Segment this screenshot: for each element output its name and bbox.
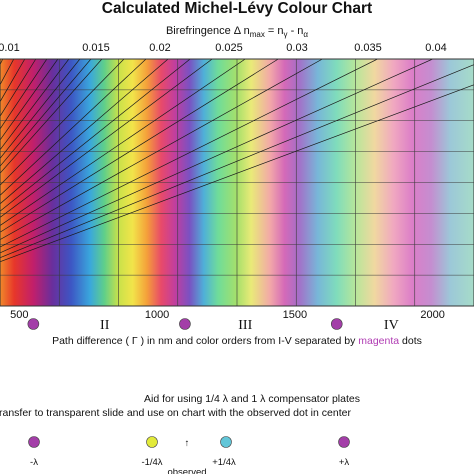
thickness-line (0, 59, 246, 226)
minus-lambda-dot (28, 436, 40, 448)
thickness-line (0, 59, 103, 174)
thickness-line (0, 59, 81, 160)
bottom-tick-labels: 500 1000 1500 2000 (10, 309, 445, 321)
color-order-label: IV (384, 318, 399, 333)
minus-quarter-lambda-label: -1/4λ (141, 457, 162, 468)
thickness-line (0, 59, 48, 130)
thickness-line (0, 59, 378, 248)
thickness-lines (0, 59, 474, 263)
minus-quarter-lambda-dot (146, 436, 158, 448)
bottom-tick-label: 500 (10, 309, 28, 321)
thickness-line (0, 84, 474, 263)
observed-arrow-icon: ↑ (185, 438, 190, 449)
top-axis-label: Birefringence Δ nmax = nγ - nα (166, 25, 308, 39)
thickness-line (0, 59, 147, 196)
plus-lambda-label: +λ (339, 457, 350, 468)
top-tick-labels: 0.01 0.015 0.02 0.025 0.03 0.035 0.04 (0, 42, 447, 54)
plus-quarter-lambda-dot (220, 436, 232, 448)
thickness-line (0, 64, 474, 259)
thickness-line (0, 59, 37, 117)
top-tick-label: 0.015 (82, 42, 110, 54)
magenta-highlight-word: magenta (358, 335, 399, 347)
bottom-tick-label: 2000 (420, 309, 444, 321)
thickness-line (0, 59, 213, 218)
observed-label: observed (167, 467, 206, 474)
bottom-tick-label: 1500 (283, 309, 307, 321)
color-order-label: II (100, 318, 110, 333)
thickness-line (0, 59, 169, 205)
order-separator-dot (27, 318, 40, 330)
plus-lambda-dot (338, 436, 350, 448)
top-tick-label: 0.01 (0, 42, 20, 54)
minus-lambda-label: -λ (30, 457, 38, 468)
aid-instruction: ransfer to transparent slide and use on … (0, 407, 351, 419)
thickness-line (0, 59, 433, 254)
chart-title: Calculated Michel-Lévy Colour Chart (102, 0, 372, 17)
top-tick-label: 0.035 (354, 42, 382, 54)
aid-heading: Aid for using 1/4 λ and 1 λ compensator … (144, 393, 360, 405)
top-tick-label: 0.03 (286, 42, 307, 54)
order-separator-dot (179, 318, 191, 330)
color-order-label: III (238, 318, 252, 333)
plus-quarter-lambda-label: +1/4λ (212, 457, 236, 468)
top-tick-label: 0.02 (149, 42, 170, 54)
bottom-axis-caption: Path difference ( Γ ) in nm and color or… (52, 335, 422, 347)
color-order-markers: II III IV (27, 318, 399, 333)
thickness-line (0, 59, 26, 103)
thickness-line (0, 59, 92, 167)
thickness-line (0, 59, 59, 141)
thickness-line (0, 59, 191, 212)
order-separator-dot (330, 318, 343, 330)
thickness-line (0, 59, 125, 186)
plot-frame (0, 58, 474, 307)
bottom-tick-label: 1000 (145, 309, 169, 321)
thickness-line (0, 59, 279, 233)
thickness-line (0, 59, 70, 151)
chart-grid (0, 59, 474, 306)
top-tick-label: 0.04 (425, 42, 446, 54)
thickness-line (0, 59, 323, 241)
top-tick-label: 0.025 (215, 42, 243, 54)
